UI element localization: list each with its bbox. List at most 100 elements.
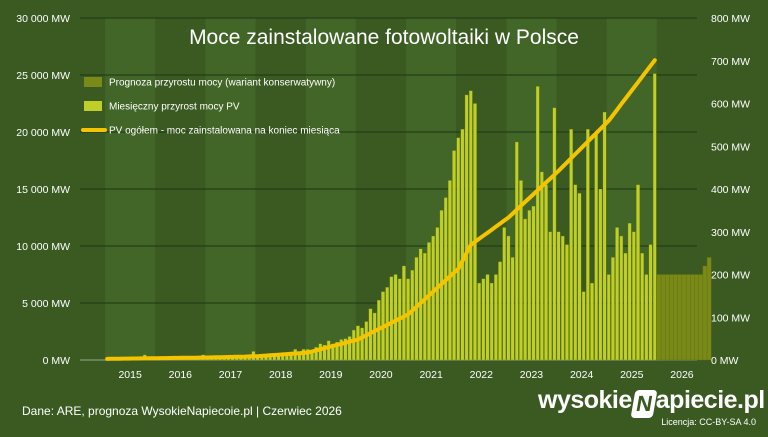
monthly-bar [623, 252, 628, 361]
x-tick-label: 2017 [219, 369, 243, 381]
forecast-bar [681, 274, 687, 361]
monthly-bar [519, 180, 523, 361]
x-tick-label: 2022 [470, 369, 494, 381]
monthly-bar [469, 90, 473, 361]
forecast-bar [673, 274, 679, 361]
monthly-bar [356, 325, 360, 361]
monthly-bar [540, 171, 544, 361]
x-tick-label: 2015 [118, 369, 142, 381]
monthly-bar [548, 231, 553, 361]
y-right-tick-label: 200 MW [711, 270, 750, 282]
monthly-bar [393, 274, 398, 361]
monthly-bar [527, 210, 532, 361]
monthly-bar [506, 235, 511, 361]
forecast-bar [694, 274, 699, 361]
legend-label: PV ogółem - moc zainstalowana na koniec … [109, 126, 340, 137]
monthly-bar [523, 218, 527, 361]
monthly-bar [331, 343, 335, 361]
monthly-bar [590, 282, 594, 361]
monthly-bar [565, 244, 569, 361]
legend-label: Prognoza przyrostu mocy (wariant konserw… [109, 78, 335, 89]
monthly-bar [314, 347, 318, 361]
monthly-bar [322, 344, 327, 361]
forecast-bar [665, 274, 670, 361]
monthly-bar [502, 227, 507, 361]
y-right-tick-label: 400 MW [711, 184, 750, 196]
monthly-bar [406, 278, 410, 361]
monthly-bar [494, 274, 498, 361]
monthly-bar [510, 257, 515, 361]
y-right-tick-label: 300 MW [711, 227, 750, 239]
monthly-bar [611, 257, 615, 361]
x-tick-label: 2026 [670, 369, 694, 381]
forecast-bar [685, 274, 691, 361]
monthly-bar [619, 235, 624, 361]
monthly-bar [644, 274, 649, 361]
monthly-bar [632, 231, 636, 361]
brand-text-left: wysokie [538, 386, 632, 414]
axes: 0 MW 5 000 MW 10 000 MW 15 000 MW 20 000 MW 2… [16, 13, 750, 381]
monthly-bar [448, 180, 452, 361]
monthly-bar [481, 278, 486, 361]
monthly-bar [594, 133, 598, 361]
monthly-bar [372, 312, 377, 361]
legend-label: Miesięczny przyrost mocy PV [109, 102, 240, 113]
legend: Prognoza przyrostu mocy (wariant konserw… [81, 77, 340, 137]
y-left-tick-label: 20 000 MW [16, 127, 70, 139]
monthly-bar [477, 282, 481, 361]
x-tick-label: 2018 [269, 369, 293, 381]
monthly-bar [335, 341, 339, 361]
legend-box-swatch [84, 77, 102, 87]
monthly-bar [531, 205, 536, 361]
monthly-bar [410, 270, 415, 361]
monthly-bar [535, 86, 540, 361]
monthly-bar [364, 321, 369, 361]
y-left-tick-label: 10 000 MW [16, 241, 70, 253]
total-capacity-line [105, 58, 657, 361]
forecast-bar [698, 274, 704, 361]
monthly-bar [514, 141, 519, 361]
forecast-bars [656, 257, 712, 361]
monthly-bar [460, 128, 465, 361]
monthly-bar [360, 327, 364, 361]
monthly-bar [351, 329, 356, 361]
monthly-bar [339, 339, 344, 361]
capacity-line [105, 58, 657, 361]
monthly-bar [560, 235, 565, 361]
monthly-bar [343, 338, 348, 361]
x-tick-label: 2021 [419, 369, 443, 381]
monthly-bar [435, 227, 440, 361]
forecast-bar [677, 274, 683, 361]
forecast-bar [669, 274, 674, 361]
monthly-bar [652, 73, 657, 361]
x-tick-label: 2016 [169, 369, 193, 381]
monthly-bar [615, 227, 619, 361]
y-left-tick-label: 0 MW [43, 355, 71, 367]
monthly-bars [105, 73, 657, 361]
monthly-bar [464, 94, 469, 361]
monthly-bar [485, 274, 490, 361]
x-tick-label: 2025 [620, 369, 644, 381]
x-tick-label: 2024 [570, 369, 594, 381]
monthly-bar [456, 137, 461, 361]
monthly-bar [473, 103, 477, 361]
y-right-tick-label: 800 MW [711, 13, 750, 25]
monthly-bar [489, 282, 494, 361]
brand-logo[interactable]: wysokieNapiecie.pl [538, 386, 765, 418]
monthly-bar [598, 188, 603, 361]
y-right-tick-label: 100 MW [711, 312, 750, 324]
y-left-tick-label: 15 000 MW [16, 184, 70, 196]
monthly-bar [636, 184, 640, 361]
license-note: Licencja: CC-BY-SA 4.0 [661, 417, 756, 427]
x-tick-label: 2020 [369, 369, 393, 381]
monthly-bar [452, 150, 456, 361]
y-right-tick-label: 600 MW [711, 99, 750, 111]
chart-title: Moce zainstalowane fotowoltaiki w Polsce [189, 26, 579, 49]
y-left-tick-label: 25 000 MW [16, 70, 70, 82]
forecast-bar [690, 274, 695, 361]
forecast-bar [656, 274, 662, 361]
monthly-bar [427, 242, 431, 361]
monthly-bar [586, 128, 590, 361]
